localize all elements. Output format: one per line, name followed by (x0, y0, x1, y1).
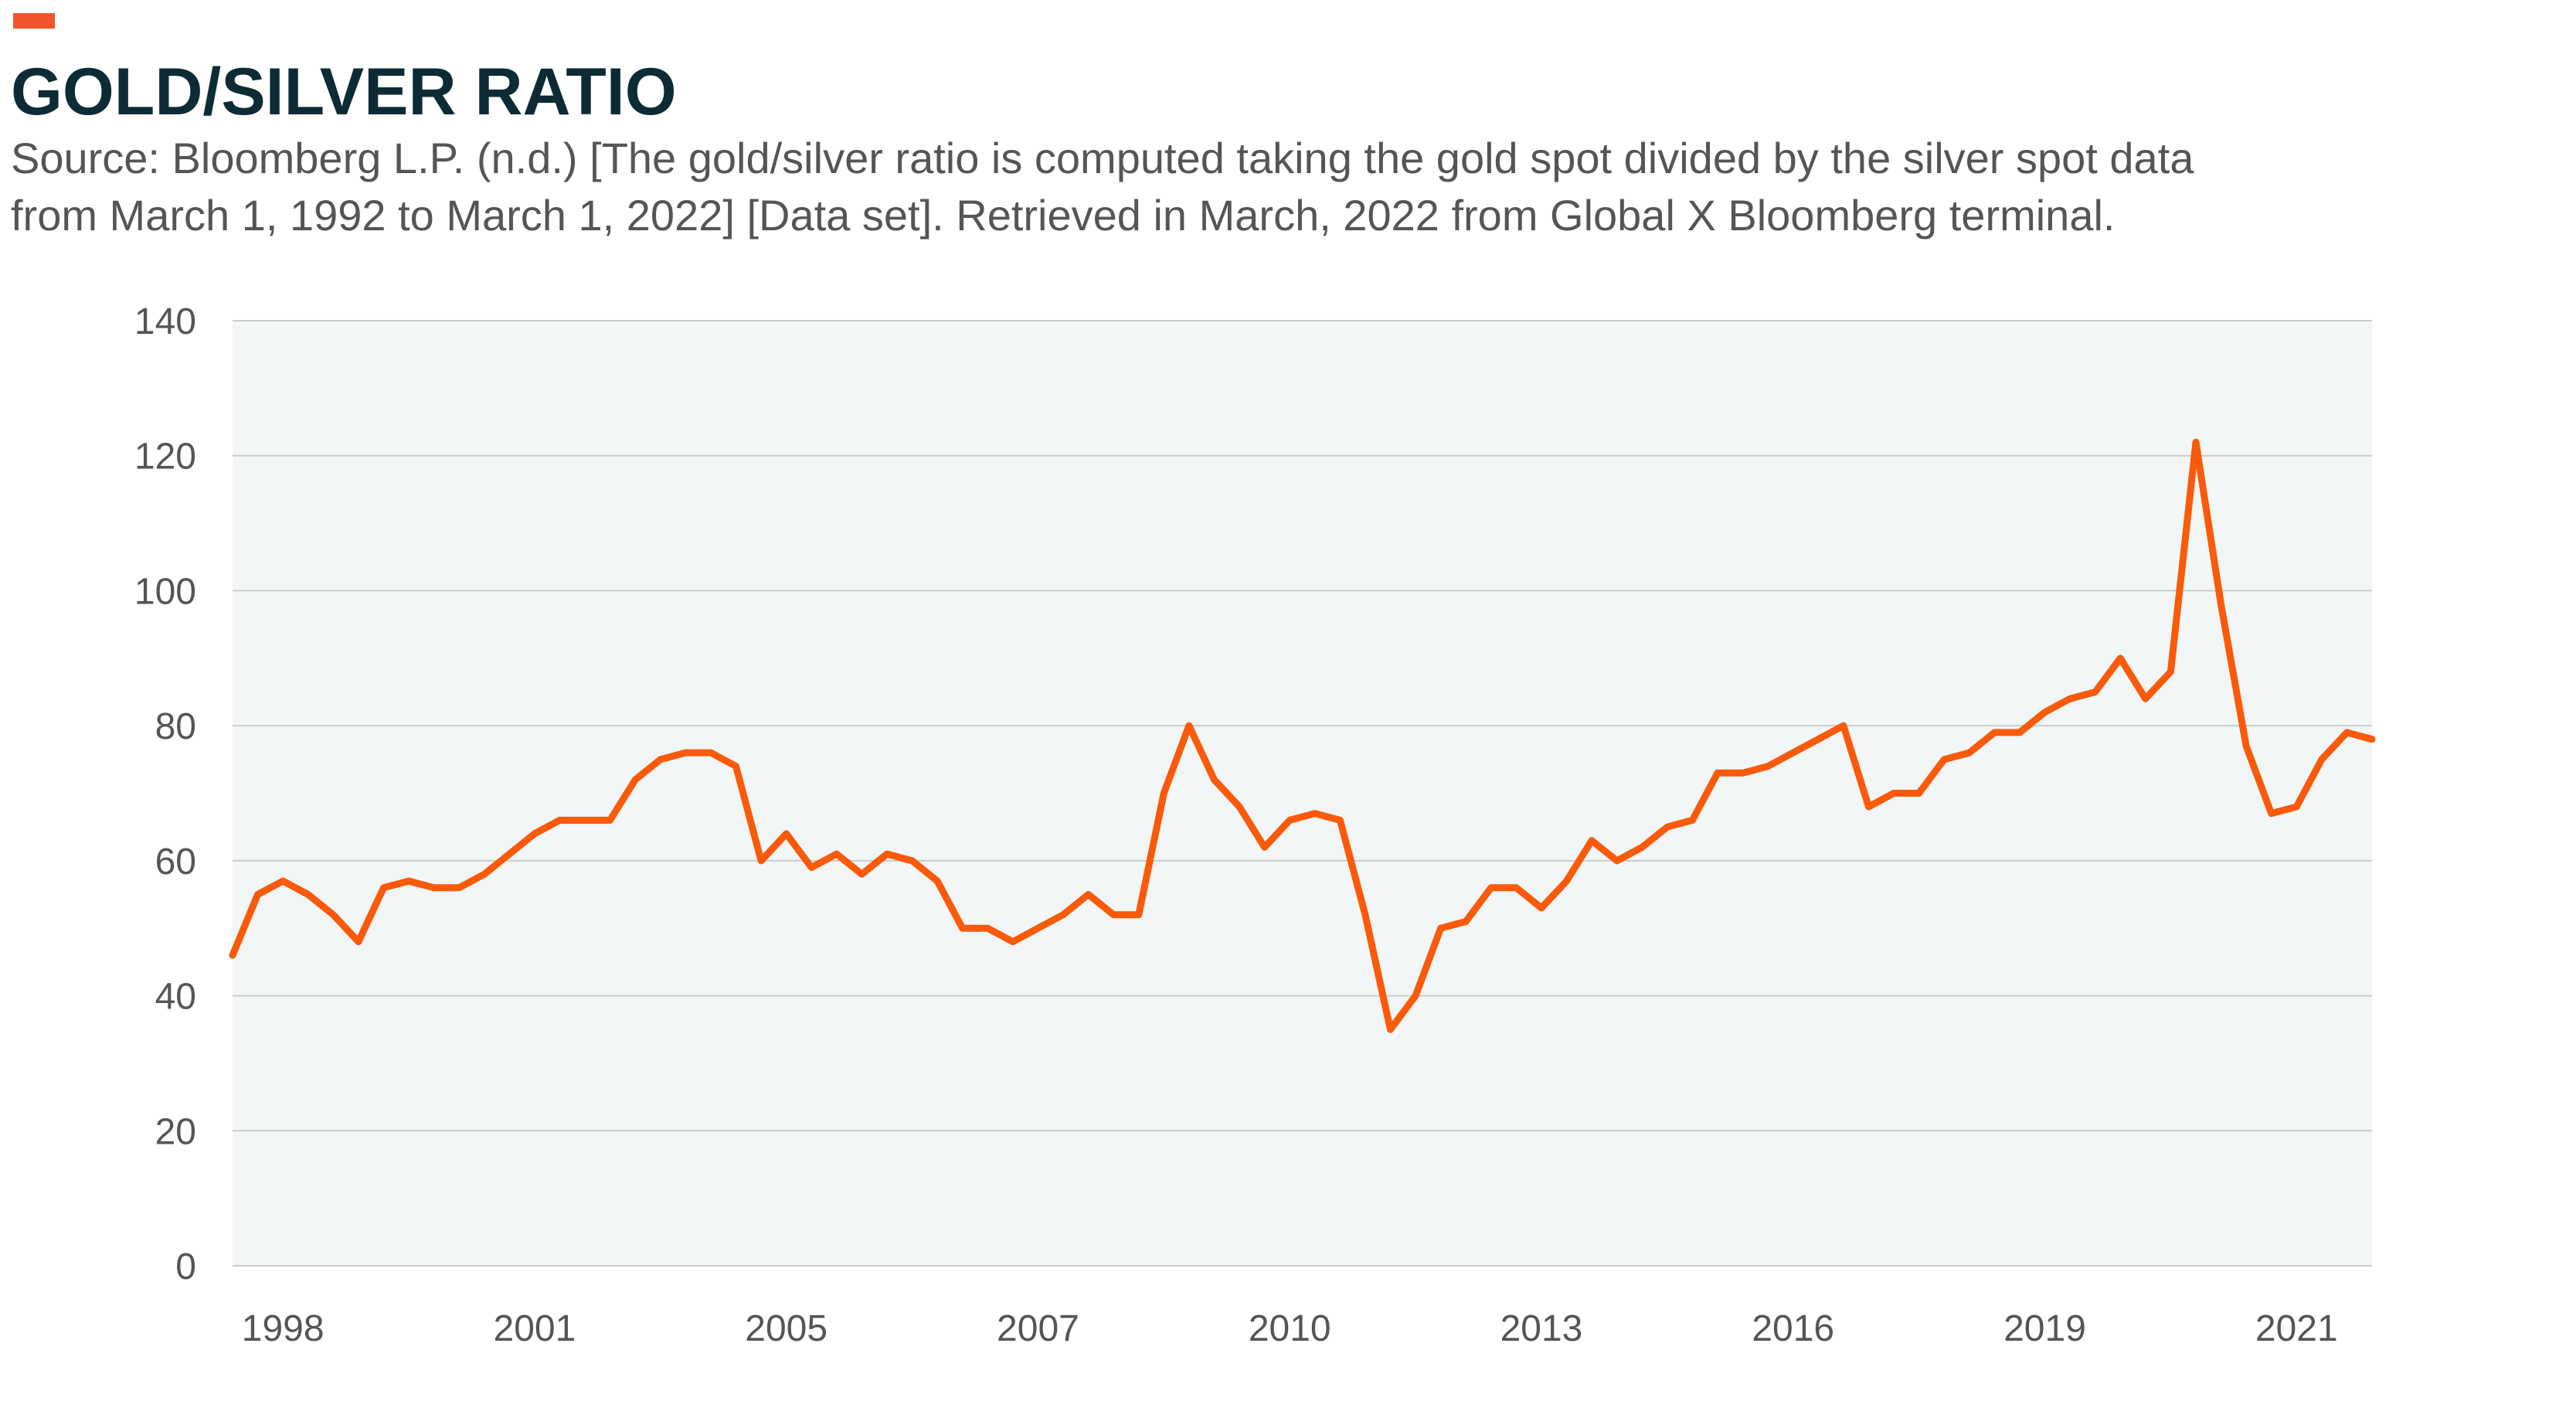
x-tick-label: 2010 (1249, 1308, 1331, 1349)
chart-subtitle: Source: Bloomberg L.P. (n.d.) [The gold/… (11, 134, 2194, 182)
y-tick-label: 140 (134, 301, 196, 342)
x-tick-label: 2019 (2003, 1308, 2086, 1349)
x-tick-label: 2001 (494, 1308, 576, 1349)
y-tick-label: 40 (155, 977, 196, 1018)
accent-bar (13, 13, 55, 29)
plot-area (233, 321, 2372, 1266)
x-tick-label: 2007 (997, 1308, 1079, 1349)
y-tick-label: 120 (134, 437, 196, 478)
x-tick-label: 2013 (1500, 1308, 1583, 1349)
x-tick-label: 2016 (1752, 1308, 1834, 1349)
x-tick-label: 2005 (745, 1308, 828, 1349)
y-tick-label: 0 (175, 1246, 196, 1287)
y-tick-label: 100 (134, 571, 196, 612)
y-tick-label: 60 (155, 842, 196, 882)
y-tick-label: 80 (155, 706, 196, 747)
y-tick-label: 20 (155, 1111, 196, 1152)
data-line (229, 438, 2376, 1033)
chart-subtitle: from March 1, 1992 to March 1, 2022] [Da… (11, 191, 2115, 240)
x-tick-label: 2021 (2255, 1308, 2338, 1349)
chart-title: GOLD/SILVER RATIO (11, 55, 677, 129)
x-tick-label: 1998 (242, 1308, 325, 1349)
